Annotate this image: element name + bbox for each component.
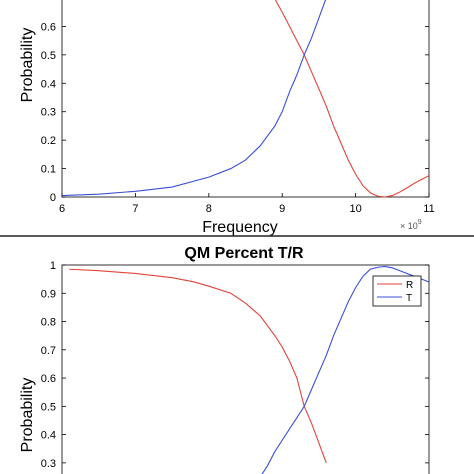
legend: R T [372,275,422,307]
legend-label-r: R [406,280,413,291]
top-y-tick-label: 0.2 [41,135,56,147]
top-y-tick-label: 0.1 [41,164,56,176]
bottom-y-tick-label: 1 [50,260,56,272]
top-panel: 0 0.1 0.2 0.3 0.4 0.5 0.6 6 7 8 9 10 11 Frequency Pr… [19,0,435,236]
bottom-series [69,265,430,474]
top-x-tick-label: 8 [206,203,212,215]
top-plot-frame [61,0,430,198]
bottom-y-tick-label: 0.4 [41,430,56,442]
top-x-axis-label: Frequency [202,219,278,236]
top-y-tick-label: 0.4 [41,78,56,90]
top-x-tick-label: 10 [349,203,361,215]
top-y-tick-label: 0 [50,192,56,204]
x-multiplier-exp: 9 [418,219,422,226]
top-series [61,0,430,198]
top-y-tick-label: 0.3 [41,107,56,119]
top-y-tick-label: 0.6 [41,21,56,33]
bottom-y-tick-label: 0.5 [41,401,56,413]
bottom-y-tick-label: 0.6 [41,373,56,385]
bottom-chart-title: QM Percent T/R [184,245,304,262]
top-ticks: 0 0.1 0.2 0.3 0.4 0.5 0.6 6 7 8 9 10 11 [41,21,435,215]
bottom-y-tick-label: 0.3 [41,458,56,470]
bottom-y-tick-label: 0.9 [41,288,56,300]
bottom-series-t-line [261,265,430,474]
top-x-tick-label: 11 [423,203,434,215]
legend-label-t: T [406,293,412,304]
bottom-ticks: 0.3 0.4 0.5 0.6 0.7 0.8 0.9 1 [41,260,429,470]
bottom-series-r-line [69,268,327,464]
bottom-y-axis-label: Probability [19,378,36,453]
top-y-axis-label: Probability [19,28,36,103]
x-multiplier-base: × 10 [400,221,418,231]
bottom-y-tick-label: 0.7 [41,345,56,357]
top-series-r-line [274,0,430,198]
top-x-tick-label: 6 [59,203,65,215]
bottom-panel: QM Percent T/R 0.3 0.4 0.5 0.6 0.7 0.8 0.9 1 Pr… [19,245,430,474]
x-multiplier: × 109 [400,219,422,231]
bottom-plot-frame [61,264,430,474]
bottom-y-tick-label: 0.8 [41,317,56,329]
top-y-tick-label: 0.5 [41,50,56,62]
top-series-t-line [61,0,327,197]
legend-box [372,275,422,307]
top-x-tick-label: 9 [279,203,285,215]
top-x-tick-label: 7 [132,203,138,215]
